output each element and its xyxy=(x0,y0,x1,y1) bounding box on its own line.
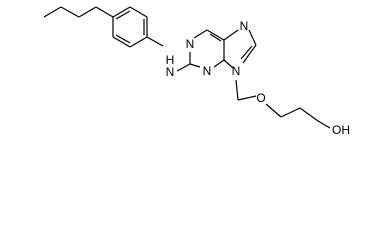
page: N H N N N N O OH (() => { const data = J… xyxy=(43,6,350,138)
atom-label: OH xyxy=(332,123,350,137)
structure-diagram: N H N N N N O OH xyxy=(43,6,350,137)
atom-label: N xyxy=(232,64,241,78)
atom-label: H xyxy=(166,53,175,67)
atom-label: N xyxy=(166,65,175,79)
atom-label: N xyxy=(186,37,195,51)
atom-label: O xyxy=(256,91,265,105)
atom-label: N xyxy=(203,64,212,78)
bonds xyxy=(43,6,331,129)
atom-label: N xyxy=(240,19,249,33)
